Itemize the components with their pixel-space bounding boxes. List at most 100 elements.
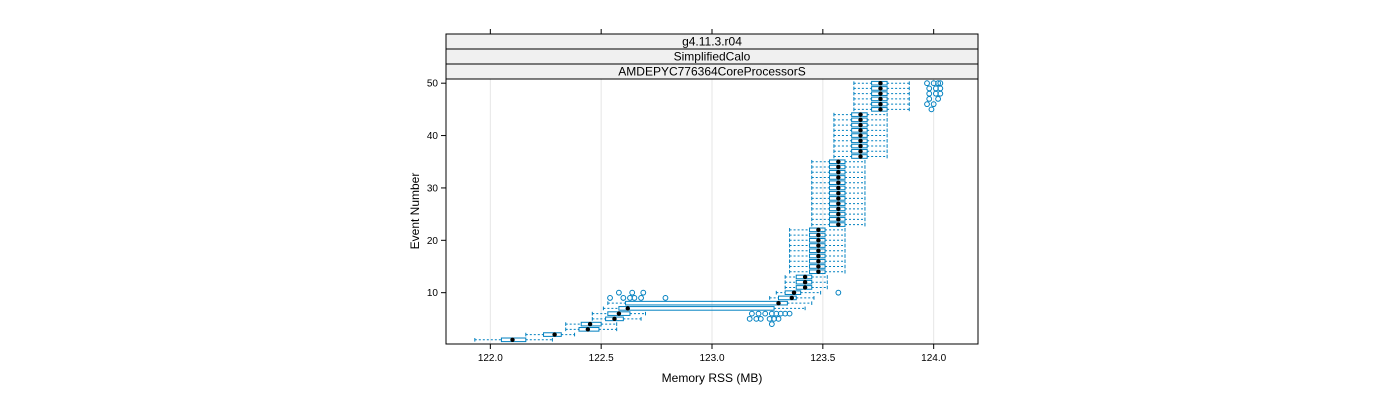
y-tick-label: 50 [427,79,439,90]
box-event-7 [602,306,806,311]
median-dot [776,300,781,306]
outlier-point [638,295,644,301]
median-dot [836,211,841,217]
y-tick-label: 40 [427,131,439,142]
outlier-point [620,295,627,301]
box-event-29 [811,190,866,196]
iqr-box [778,295,797,301]
strip-1-label: g4.11.3.r04 [682,35,742,49]
median-dot [625,306,630,311]
median-dot [816,243,821,248]
outlier-point [631,295,638,301]
box-event-16 [789,258,846,264]
iqr-box [625,300,788,306]
box-event-19 [789,243,846,248]
median-dot [836,175,841,180]
box-event-31 [811,180,866,185]
median-dot [510,337,515,343]
iqr-box [618,306,775,311]
median-dot [836,170,841,175]
median-dot [616,311,622,316]
outlier-point [768,321,775,327]
outlier-point [786,310,793,317]
x-tick-label: 122.5 [589,353,614,364]
median-dot [836,185,841,191]
median-dot [878,80,883,86]
outlier-point [616,289,622,296]
median-dot [858,143,863,149]
box-event-18 [789,248,846,254]
median-dot [816,264,821,269]
box-event-23 [811,222,866,227]
box-event-8 [607,300,813,306]
outlier-point [749,310,755,317]
outlier-point [935,80,941,87]
outlier-point [640,289,647,296]
x-tick-label: 123.5 [810,353,835,364]
outlier-point [755,310,762,317]
median-dot [802,280,808,285]
box-event-44 [833,112,888,117]
box-event-42 [833,122,888,128]
outlier-point [935,96,941,102]
y-axis: 10 20 30 40 50 [427,79,446,299]
box-event-14 [789,269,846,275]
median-dot [836,222,841,227]
box-event-34 [811,164,866,170]
median-dot [858,138,863,143]
median-dot [816,248,821,253]
box-event-41 [833,128,888,133]
outlier-point [928,106,935,113]
box-event-48 [853,90,944,97]
y-tick-label: 30 [427,183,439,194]
box-event-24 [811,217,866,222]
strip-2-label: SimplifiedCalo [674,50,751,64]
median-dot [789,295,794,301]
outlier-point [762,310,769,317]
box-event-10 [616,289,842,296]
median-dot [858,149,863,154]
box-event-27 [811,201,866,206]
box-event-13 [784,274,828,280]
median-dot [836,217,841,222]
median-dot [878,101,883,107]
median-dot [858,128,863,133]
median-dot [612,316,617,322]
median-dot [587,321,593,327]
box-event-5 [591,315,782,322]
box-event-1 [474,337,553,343]
outlier-point [757,315,764,322]
median-dot [878,91,883,96]
box-event-28 [811,196,866,201]
box-event-3 [565,327,618,332]
median-dot [836,159,841,164]
box-event-45 [853,106,935,113]
strip-2: SimplifiedCalo [445,48,979,65]
outlier-point [937,80,944,87]
outlier-point [746,315,753,322]
vertical-gridlines [489,79,935,344]
median-dot [802,285,808,290]
box-series [474,80,944,343]
median-dot [836,190,841,196]
box-event-43 [833,117,888,123]
x-axis: 122.0 122.5 123.0 123.5 124.0 [478,344,947,364]
outlier-point [629,289,636,296]
y-tick-label: 20 [427,236,439,247]
median-dot [816,253,821,259]
median-dot [816,269,821,274]
median-dot [802,274,808,280]
outlier-point [924,101,930,108]
outlier-point [926,85,933,92]
median-dot [836,196,841,201]
median-dot [816,238,821,243]
median-dot [878,107,883,112]
median-dot [816,259,821,264]
box-event-40 [833,133,888,138]
box-event-46 [853,101,937,108]
median-dot [816,227,821,233]
box-event-50 [853,80,944,87]
median-dot [858,117,863,123]
median-dot [552,332,557,337]
